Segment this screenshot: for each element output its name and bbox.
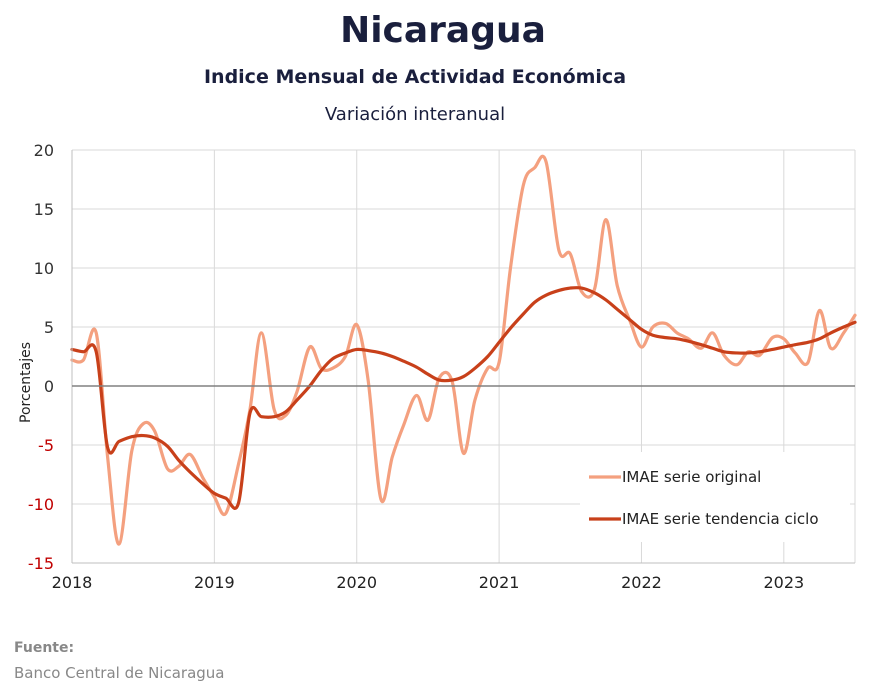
chart-subsubtitle: Variación interanual: [324, 104, 506, 125]
x-tick-label: 2020: [336, 573, 377, 592]
series-line-original: [70, 154, 857, 546]
x-tick-label: 2018: [52, 573, 93, 592]
legend-item-trend-label: IMAE serie tendencia ciclo: [622, 510, 819, 528]
y-tick-label: 10: [34, 259, 54, 278]
y-tick-label: 20: [34, 141, 54, 160]
x-tick-label: 2021: [479, 573, 520, 592]
series-line-trend: [70, 286, 857, 510]
legend-background: [580, 452, 850, 542]
x-tick-label: 2022: [621, 573, 662, 592]
legend-item-original-label: IMAE serie original: [622, 468, 761, 486]
x-tick-label: 2023: [763, 573, 804, 592]
y-tick-label: 15: [34, 200, 54, 219]
x-tick-label: 2019: [194, 573, 235, 592]
y-tick-label: -10: [28, 495, 54, 514]
y-tick-label: -15: [28, 554, 54, 573]
legend: IMAE serie original IMAE serie tendencia …: [580, 452, 850, 542]
y-tick-label: -5: [38, 436, 54, 455]
y-axis-label: Porcentajes: [18, 342, 34, 423]
axes: -15 -10 -5 0 5 10 15 20 2018 2019 2020 2021 2022 2023…: [18, 141, 855, 592]
series-layer: [70, 154, 857, 546]
source-label: Fuente:: [14, 640, 75, 656]
chart-subtitle: Indice Mensual de Actividad Económica: [203, 66, 627, 88]
y-tick-label: 5: [44, 318, 54, 337]
y-tick-label: 0: [44, 377, 54, 396]
source-text: Banco Central de Nicaragua: [14, 664, 225, 682]
chart-title: Nicaragua: [340, 10, 546, 51]
